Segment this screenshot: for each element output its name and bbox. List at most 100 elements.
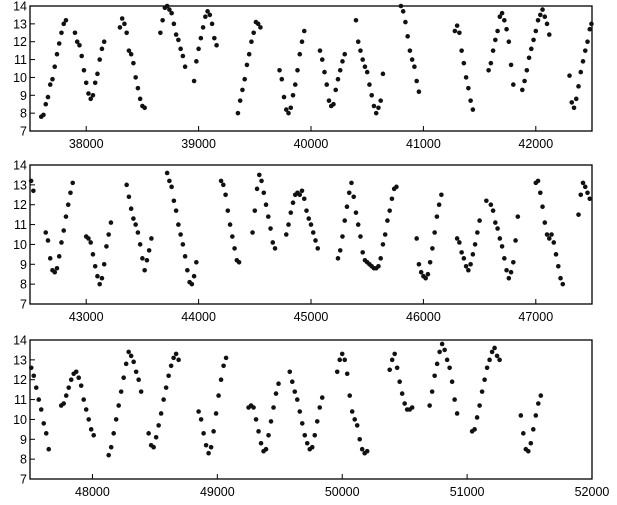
data-point: [213, 411, 219, 416]
data-point: [337, 67, 343, 73]
y-tick-label: 11: [14, 218, 27, 232]
data-point: [457, 240, 462, 245]
data-point: [61, 21, 67, 27]
data-point: [376, 105, 381, 111]
data-point: [371, 103, 377, 109]
data-point: [544, 21, 550, 27]
data-point: [560, 281, 566, 287]
y-tick-label: 13: [13, 178, 27, 192]
data-point: [536, 401, 541, 406]
data-point: [180, 242, 186, 247]
data-point: [389, 196, 395, 202]
data-point: [236, 260, 242, 265]
data-point: [331, 101, 336, 107]
data-point: [173, 32, 179, 37]
data-point: [434, 214, 440, 219]
data-point: [46, 446, 52, 452]
data-point: [146, 248, 152, 253]
data-point: [409, 57, 415, 62]
data-point: [499, 244, 505, 249]
data-point: [444, 357, 450, 363]
data-point: [131, 60, 136, 66]
data-point: [171, 355, 176, 361]
data-point: [31, 188, 36, 194]
data-point: [77, 42, 82, 48]
data-point: [522, 78, 527, 84]
data-point: [104, 244, 109, 249]
data-point: [122, 21, 127, 27]
data-point: [230, 234, 235, 239]
data-point: [81, 397, 86, 402]
data-point: [142, 267, 147, 273]
data-point: [342, 218, 348, 223]
data-point: [272, 246, 278, 251]
data-point: [118, 389, 124, 394]
data-point: [297, 409, 303, 414]
data-point: [173, 208, 179, 213]
y-tick-label: 10: [13, 71, 27, 85]
data-point: [63, 214, 69, 219]
data-point: [68, 190, 73, 196]
data-point: [66, 385, 72, 390]
y-tick-label: 11: [14, 393, 27, 407]
data-point: [167, 178, 172, 184]
data-point: [449, 379, 455, 385]
data-point: [342, 51, 348, 57]
y-tick-label: 9: [20, 433, 27, 447]
data-point: [79, 53, 84, 59]
data-point: [299, 188, 305, 194]
data-point: [477, 218, 482, 223]
y-tick-label: 14: [13, 159, 27, 173]
data-point: [495, 226, 500, 231]
data-point: [268, 226, 273, 231]
y-tick-label: 14: [13, 0, 27, 14]
data-point: [189, 281, 195, 287]
data-point: [201, 431, 206, 436]
data-point: [538, 12, 543, 18]
data-point: [59, 30, 64, 36]
data-point: [399, 391, 405, 396]
data-point: [292, 82, 298, 87]
data-point: [161, 397, 166, 402]
data-point: [266, 433, 271, 438]
data-point: [225, 208, 231, 213]
data-point: [315, 246, 321, 251]
data-point: [352, 417, 358, 422]
data-point: [416, 89, 422, 95]
data-point: [108, 444, 114, 450]
data-point: [92, 80, 98, 86]
data-point: [43, 230, 49, 235]
data-point: [88, 427, 94, 432]
x-tick-label: 38000: [69, 137, 104, 151]
data-point: [246, 51, 252, 57]
data-point: [355, 222, 361, 227]
data-point: [232, 246, 237, 251]
data-point: [137, 242, 143, 247]
data-point: [447, 365, 452, 371]
data-point: [221, 182, 226, 188]
data-point: [163, 385, 169, 390]
data-point: [178, 232, 183, 237]
data-point: [290, 200, 296, 206]
data-point: [205, 9, 210, 14]
data-point: [306, 216, 312, 221]
data-point: [313, 238, 318, 243]
x-tick-label: 52000: [575, 485, 610, 499]
data-point: [41, 112, 46, 118]
data-point: [258, 440, 264, 446]
data-point: [91, 433, 96, 438]
data-point: [52, 269, 58, 275]
data-point: [355, 39, 361, 45]
panel-3: 7 8 9 10 11 12 13 14 48000 49000 50000 51000 52000: [13, 334, 609, 500]
data-point: [387, 208, 392, 213]
data-point: [310, 230, 316, 235]
data-point: [558, 275, 563, 281]
data-point: [538, 393, 544, 398]
data-point: [252, 208, 258, 213]
panel-1: 7 8 9 10 11 12 13 14 38000 39000 40000 41000 42000: [13, 0, 594, 151]
data-point: [484, 198, 489, 204]
data-point: [454, 411, 460, 416]
y-tick-label: 14: [13, 334, 27, 348]
y-tick-label: 11: [14, 53, 27, 67]
data-point: [113, 417, 119, 422]
